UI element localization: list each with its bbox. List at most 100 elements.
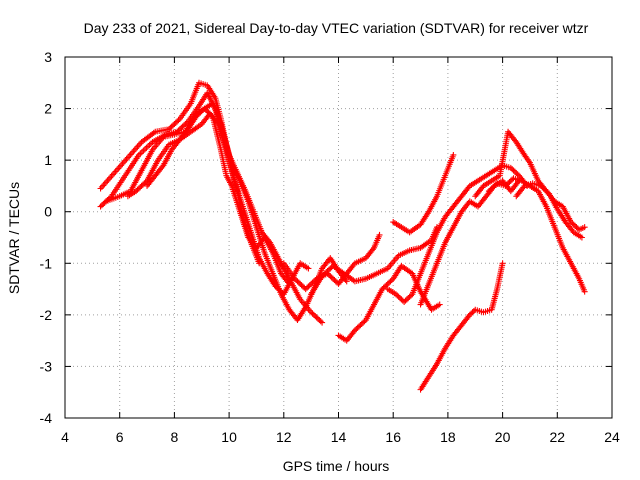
data-point <box>137 140 144 147</box>
data-point <box>304 284 311 291</box>
axis-ticks <box>64 56 613 419</box>
data-point <box>140 147 147 154</box>
data-point <box>539 184 546 191</box>
data-point <box>129 149 136 156</box>
data-point <box>278 288 285 295</box>
grid <box>65 57 612 418</box>
data-point <box>133 145 140 152</box>
data-point <box>126 153 133 160</box>
data-points <box>97 79 588 393</box>
data-point <box>313 314 320 321</box>
data-point <box>505 180 512 187</box>
data-point <box>299 283 306 290</box>
data-point <box>167 124 174 131</box>
data-point <box>394 292 401 299</box>
series-sat-o <box>513 180 585 241</box>
data-point <box>376 231 383 238</box>
data-point <box>328 274 335 281</box>
x-tick-labels: 4 6 8 10 12 14 16 18 20 22 24 <box>61 429 620 445</box>
data-point <box>332 278 339 285</box>
data-point <box>468 310 475 317</box>
data-point <box>309 279 316 286</box>
data-point <box>314 315 321 322</box>
data-point <box>357 322 364 329</box>
data-point <box>133 188 140 195</box>
data-point <box>130 148 137 155</box>
data-point <box>310 311 317 318</box>
data-point <box>170 122 177 129</box>
data-point <box>397 295 404 302</box>
data-point <box>101 199 108 206</box>
data-point <box>541 186 548 193</box>
series-sat-f <box>280 231 383 293</box>
data-point <box>351 327 358 334</box>
y-tick-label: -3 <box>40 358 53 374</box>
data-point <box>492 181 499 188</box>
y-tick-label: 1 <box>44 152 52 168</box>
data-point <box>196 110 203 117</box>
data-point <box>569 220 576 227</box>
data-point <box>135 185 142 192</box>
data-point <box>403 296 410 303</box>
data-point <box>137 150 144 157</box>
data-point <box>168 123 175 130</box>
data-point <box>573 224 580 231</box>
data-point <box>293 277 300 284</box>
data-point <box>581 224 588 231</box>
data-point <box>407 292 414 299</box>
data-point <box>319 273 326 280</box>
data-point <box>180 122 187 129</box>
data-point <box>143 144 150 151</box>
x-tick-label: 22 <box>550 429 566 445</box>
data-point <box>101 180 108 187</box>
data-point <box>131 146 138 153</box>
data-point <box>115 165 122 172</box>
series-sat-a <box>97 79 350 324</box>
data-point <box>450 151 457 158</box>
data-point <box>578 234 585 241</box>
data-point <box>97 203 104 210</box>
data-point <box>317 318 324 325</box>
data-point <box>502 182 509 189</box>
data-point <box>100 200 107 207</box>
y-tick-label: -2 <box>40 307 53 323</box>
data-point <box>319 319 326 326</box>
data-point <box>321 270 328 277</box>
x-tick-label: 4 <box>61 429 69 445</box>
data-point <box>325 271 332 278</box>
data-point <box>275 286 282 293</box>
data-point <box>139 181 146 188</box>
data-point <box>175 117 182 124</box>
data-point <box>305 265 312 272</box>
data-point <box>108 173 115 180</box>
data-point <box>491 182 498 189</box>
data-point <box>509 166 516 173</box>
x-tick-label: 14 <box>331 429 347 445</box>
data-point <box>436 301 443 308</box>
data-point <box>194 112 201 119</box>
series-sat-i <box>390 151 457 236</box>
data-point <box>544 189 551 196</box>
data-point <box>116 163 123 170</box>
data-point <box>308 280 315 287</box>
data-point <box>174 118 181 125</box>
data-point <box>324 268 331 275</box>
data-point <box>298 282 305 289</box>
data-point <box>138 149 145 156</box>
data-point <box>543 188 550 195</box>
data-point <box>380 284 387 291</box>
data-point <box>295 279 302 286</box>
data-point <box>309 310 316 317</box>
data-point <box>112 168 119 175</box>
y-tick-label: 3 <box>44 49 52 65</box>
data-point <box>327 265 334 272</box>
data-point <box>330 275 337 282</box>
data-point <box>200 106 207 113</box>
y-tick-label: 2 <box>44 101 52 117</box>
series-sat-j <box>384 162 531 305</box>
data-point <box>310 278 317 285</box>
x-tick-label: 20 <box>495 429 511 445</box>
data-point <box>537 182 544 189</box>
y-tick-labels: -4 -3 -2 -1 0 1 2 3 <box>40 49 53 426</box>
